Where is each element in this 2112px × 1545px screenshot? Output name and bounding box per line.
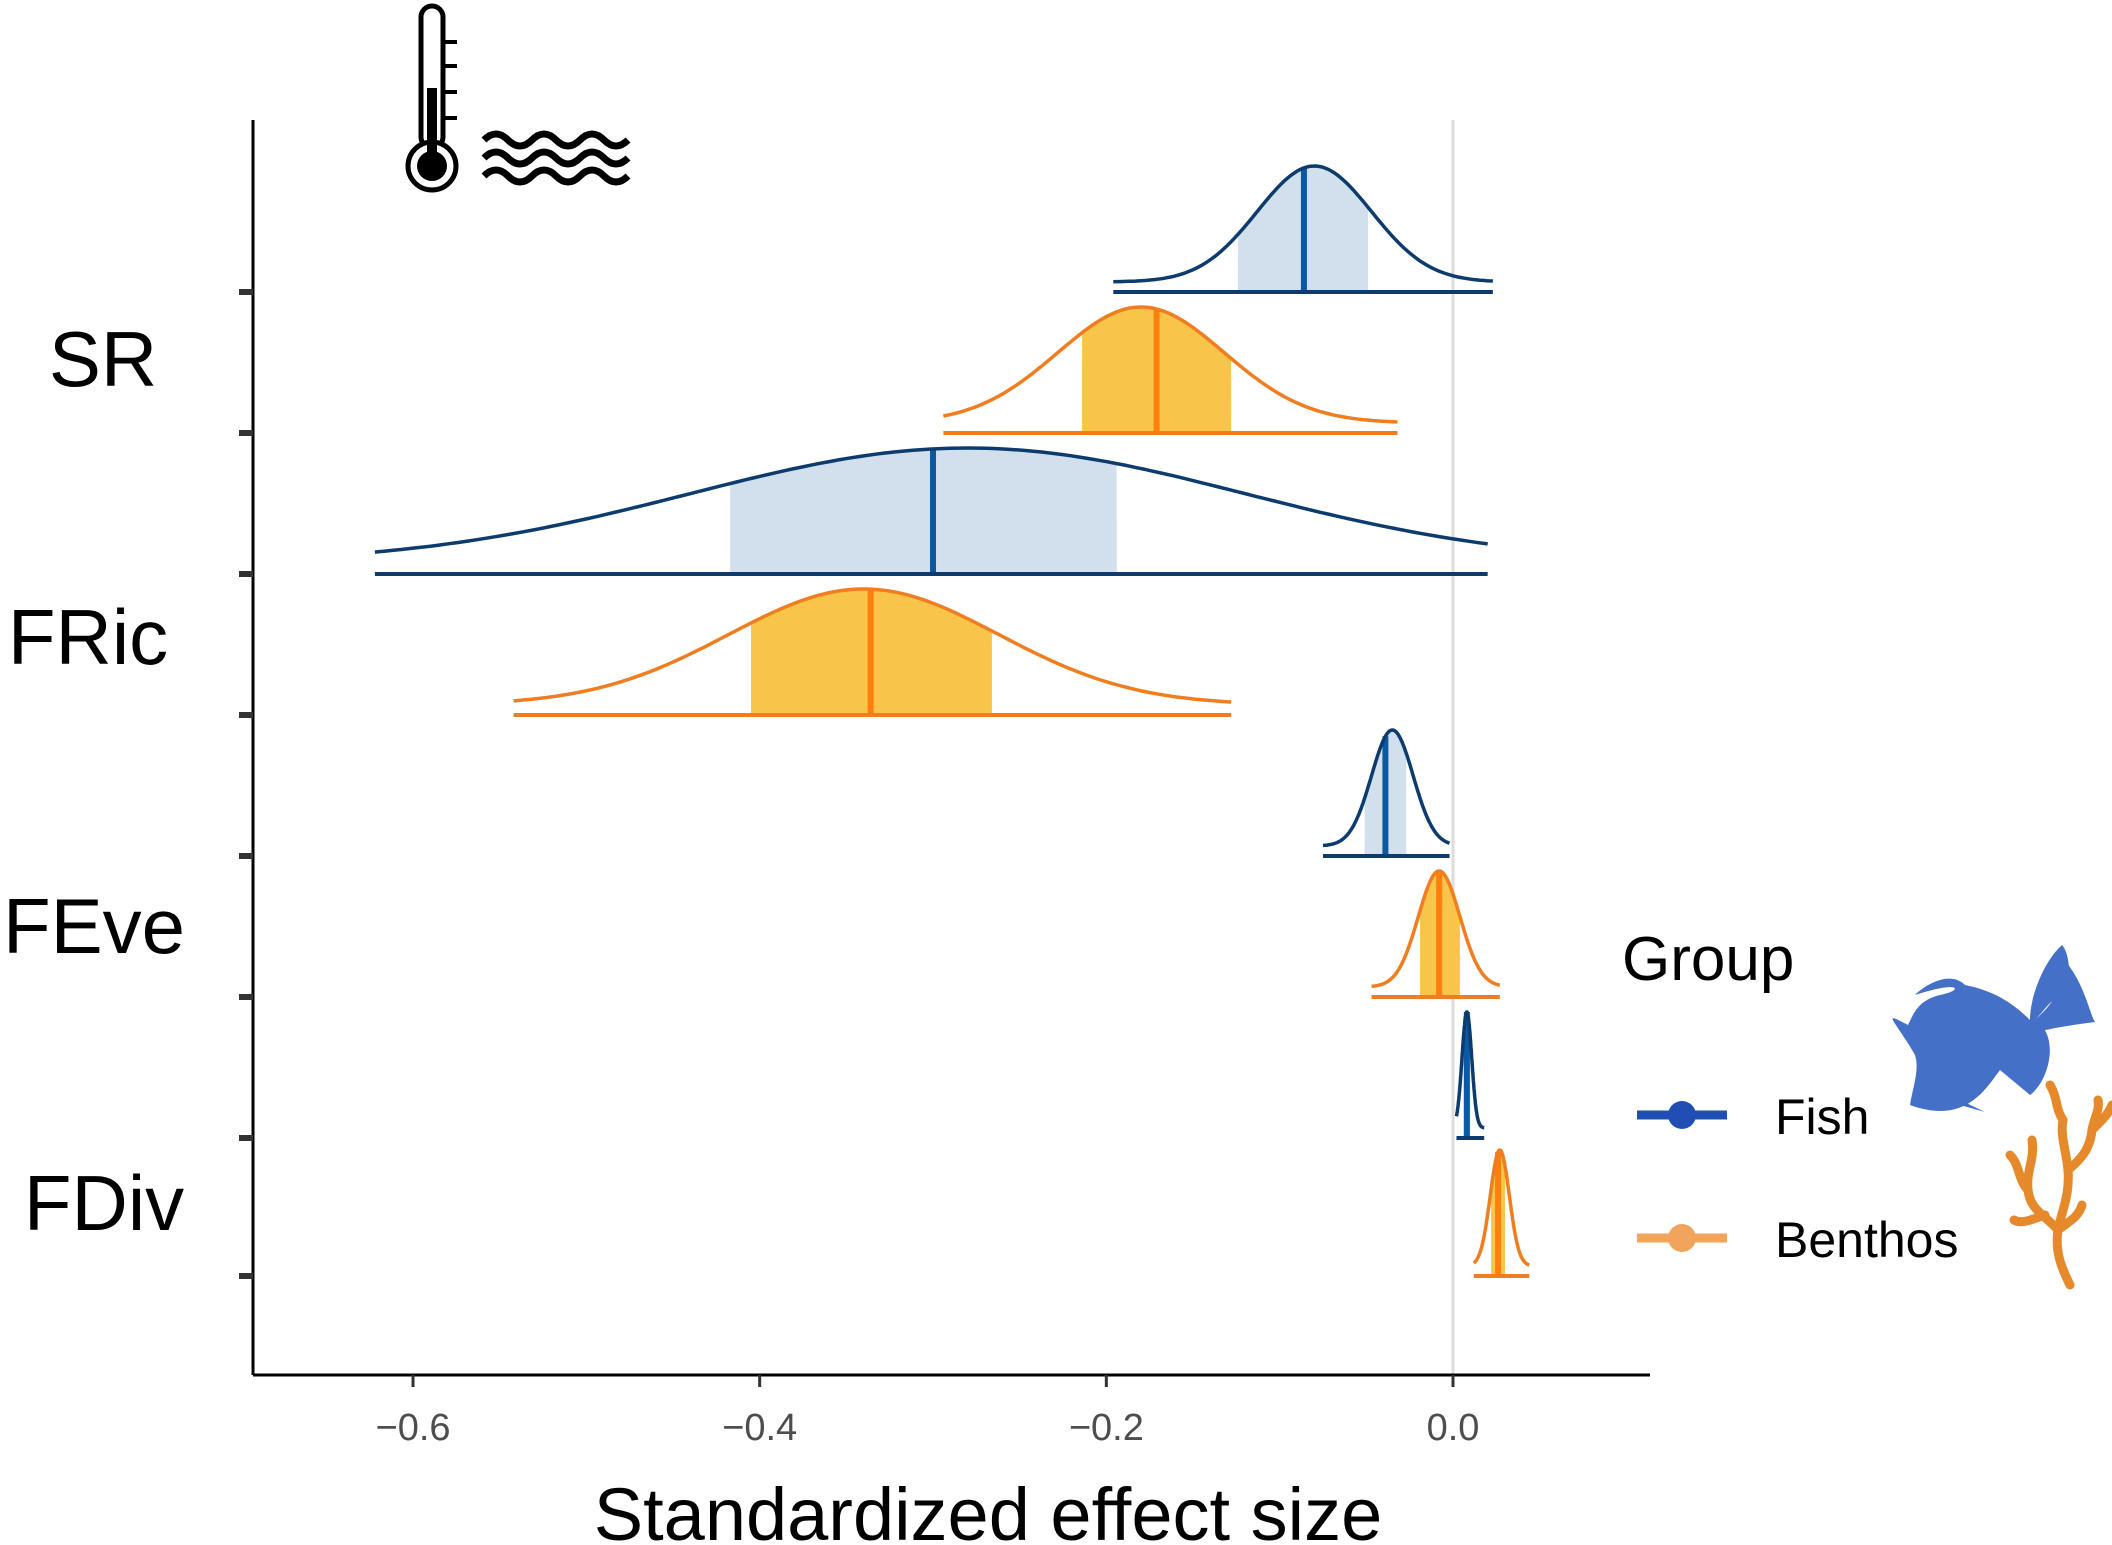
legend-key-fish-dot [1668,1101,1696,1129]
density-curve-fric-benthos [513,587,1232,704]
x-tick-label: −0.6 [376,1407,451,1449]
density-curve-fdiv-fish [1454,1010,1485,1130]
x-axis-ticks: −0.6 −0.4 −0.2 0.0 [376,1375,1480,1449]
x-tick-label: 0.0 [1427,1407,1480,1449]
x-axis-title: Standardized effect size [594,1473,1382,1545]
legend-title: Group [1622,925,1794,994]
y-label-fdiv: FDiv [24,1159,184,1247]
coral-icon [2005,1080,2112,1290]
legend-key-benthos-dot [1668,1224,1696,1252]
waves-icon [481,130,631,186]
density-curve-feve-fish [1322,728,1451,848]
density-curve-sr-fish [1113,164,1493,284]
legend-label-benthos: Benthos [1775,1212,1958,1268]
legend-item-benthos: Benthos [1637,1212,1958,1268]
x-tick-label: −0.4 [722,1407,797,1449]
density-curve-fric-fish [374,446,1488,554]
fish-icon [1892,945,2095,1112]
density-curve-sr-benthos [943,305,1398,424]
legend-item-fish: Fish [1637,1089,1869,1145]
y-axis-ticks [239,289,253,1279]
x-tick-label: −0.2 [1069,1407,1144,1449]
thermometer-icon [405,3,459,193]
y-label-fric: FRic [8,593,168,681]
y-label-feve: FEve [3,882,185,970]
legend-label-fish: Fish [1775,1089,1869,1145]
y-label-sr: SR [49,315,157,403]
density-curve-fdiv-benthos [1472,1148,1530,1267]
density-curve-feve-benthos [1371,869,1501,989]
legend: Group Fish Benthos [1622,925,2112,1290]
ridges [374,164,1530,1278]
ci-band-fric-fish [730,448,1117,574]
